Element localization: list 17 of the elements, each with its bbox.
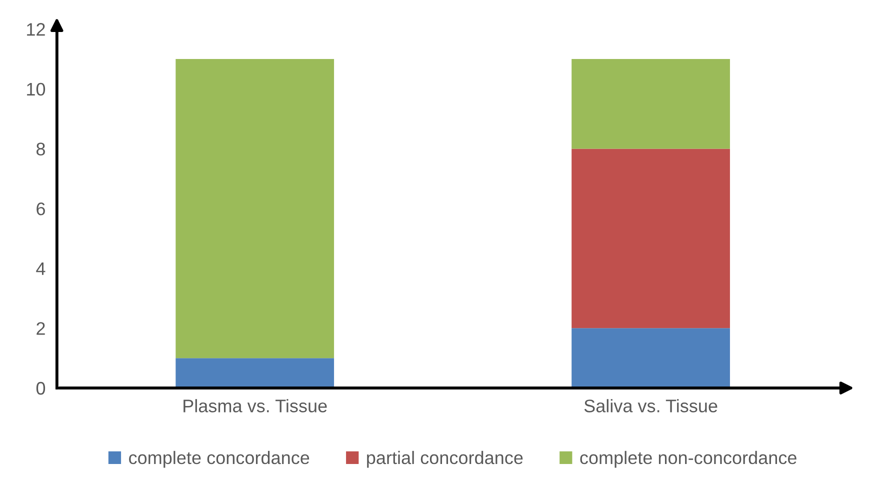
y-tick-label: 8 (36, 142, 45, 156)
y-tick-label: 12 (27, 23, 45, 36)
y-tick-label: 10 (27, 82, 46, 96)
legend-label: complete non-concordance (580, 450, 796, 468)
bar (176, 358, 334, 388)
y-tick-label: 6 (36, 202, 45, 216)
legend-label: partial concordance (367, 450, 523, 468)
x-tick-label: Saliva vs. Tissue (584, 399, 718, 412)
bar (176, 59, 334, 358)
legend-label: complete concordance (129, 450, 310, 468)
bar (572, 59, 730, 149)
y-tick-label: 4 (36, 262, 46, 275)
y-tick-label: 2 (36, 322, 45, 335)
bar (572, 148, 730, 328)
x-tick-label: Plasma vs. Tissue (184, 399, 327, 412)
bar (572, 328, 730, 388)
y-tick-label: 0 (36, 382, 46, 395)
